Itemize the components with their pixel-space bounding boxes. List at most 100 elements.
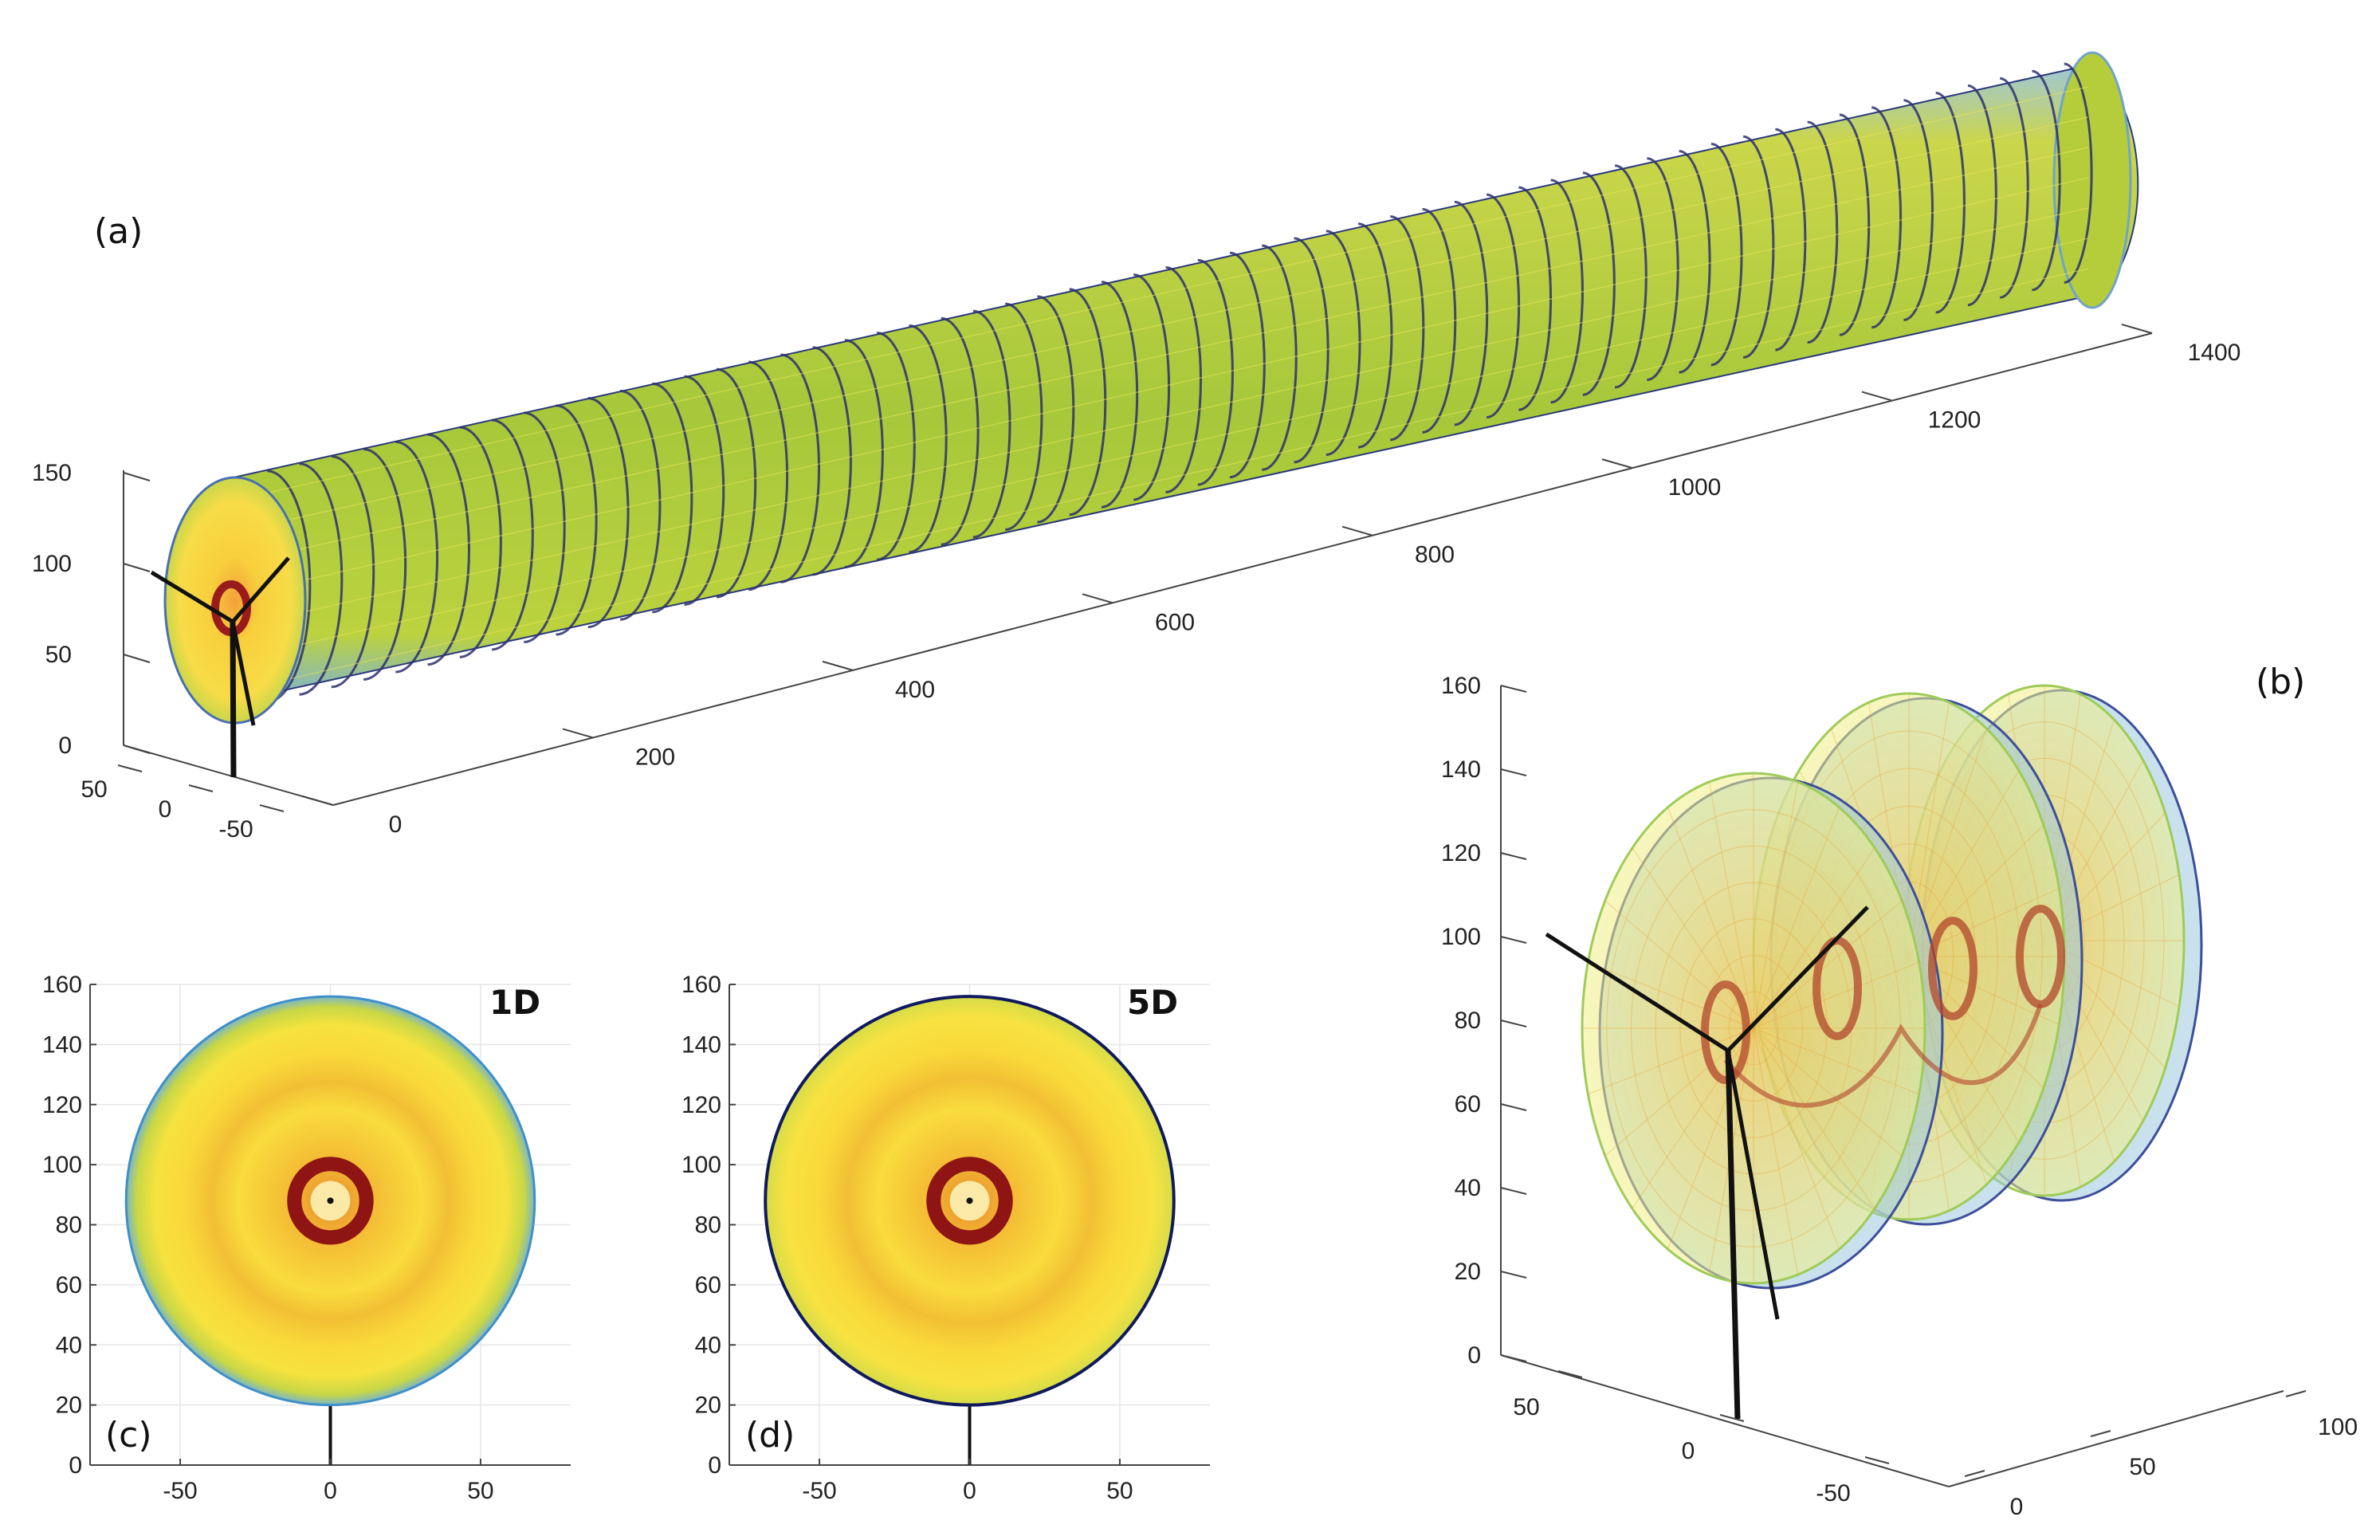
root-vortex-ring <box>926 1157 1013 1245</box>
y-tick-mark <box>117 764 143 772</box>
corner-label-1d: 1D <box>489 983 540 1022</box>
cylinder-ring <box>395 440 439 674</box>
cylinder-ring <box>1582 171 1616 396</box>
x-tick-mark <box>1861 391 1893 402</box>
panel-b-z-ticks: 0 20 40 60 80 100 120 140 160 <box>1441 673 1527 1369</box>
x-tick-label: 1200 <box>1928 407 1981 434</box>
x-tick-mark <box>2285 1390 2307 1397</box>
disc-grid-line <box>1604 900 1754 1029</box>
cylinder-ring <box>620 390 662 621</box>
y-tick-label: 160 <box>42 972 82 998</box>
panel-d: 0 20 40 60 80 100 120 140 160 -50 0 50 (d) 5D <box>681 972 1210 1504</box>
disc-face <box>1581 772 1926 1285</box>
blade-line <box>1545 932 1730 1053</box>
y-tick-label: 0 <box>159 796 172 823</box>
y-tick-label: 100 <box>681 1152 721 1178</box>
y-tick-label: 80 <box>695 1212 721 1239</box>
cylinder-ring <box>1615 164 1648 389</box>
disc-grid-line <box>1588 961 1754 1029</box>
tower-line <box>230 621 237 778</box>
cylinder-ring <box>459 426 502 658</box>
z-tick-label: 80 <box>1455 1008 1481 1034</box>
x-tick-label: 800 <box>1415 542 1455 568</box>
panel-b-discs <box>1545 684 2203 1420</box>
y-tick-label: 0 <box>1682 1438 1695 1464</box>
y-tick-label: 140 <box>42 1031 82 1058</box>
y-tick-mark <box>188 784 214 792</box>
panel-c-plot: 0 20 40 60 80 100 120 140 160 -50 0 50 <box>42 972 571 1504</box>
x-tick-mark <box>302 796 334 806</box>
y-tick-mark <box>1719 1414 1745 1422</box>
z-tick-label: 60 <box>1455 1091 1481 1118</box>
cylinder-ring <box>1967 84 1997 307</box>
cylinder-grid-line <box>242 238 2089 658</box>
y-tick-label: 60 <box>695 1272 721 1298</box>
cylinder-ring <box>1358 222 1393 449</box>
y-tick-label: -50 <box>218 816 253 843</box>
z-tick-label: 160 <box>1441 673 1481 699</box>
x-tick-mark <box>2121 324 2153 334</box>
cylinder-ring <box>844 339 884 568</box>
disc-grid-line <box>1753 961 1919 1029</box>
cylinder-ring <box>1743 135 1775 359</box>
cylinder-ring <box>1069 288 1107 517</box>
x-tick-label: 50 <box>2129 1454 2155 1480</box>
cylinder-ring <box>652 382 693 614</box>
x-tick-label: 1400 <box>2188 340 2241 366</box>
disc-grid-line <box>1708 781 1754 1029</box>
z-tick-mark <box>123 744 151 754</box>
cylinder-ring <box>1037 295 1075 524</box>
cylinder-ring <box>1197 258 1234 486</box>
cylinder-ring <box>2032 69 2061 292</box>
disc-grid-line <box>1632 847 1754 1029</box>
cylinder-grid-line <box>242 116 2089 531</box>
cylinder-ring <box>331 455 375 689</box>
y-tick-label: 120 <box>42 1092 82 1118</box>
y-axis-line <box>1500 1354 1950 1487</box>
x-tick-mark <box>822 660 854 671</box>
panel-label-d: (d) <box>745 1415 795 1456</box>
cylinder-ring <box>2000 77 2029 299</box>
panel-c: 0 20 40 60 80 100 120 140 160 -50 0 50 (c) 1D <box>42 972 571 1504</box>
z-tick-label: 140 <box>1441 756 1481 783</box>
x-tick-label: 400 <box>895 677 935 703</box>
corner-label-5d: 5D <box>1127 983 1178 1022</box>
z-tick-label: 100 <box>1441 924 1481 950</box>
disc-grid-line <box>1753 1027 1919 1095</box>
cylinder-ring <box>1679 150 1711 374</box>
x-axis-line <box>1948 1390 2284 1487</box>
x-tick-mark <box>2090 1430 2111 1437</box>
cylinder-ring <box>1101 281 1139 509</box>
x-tick-label: 0 <box>963 1478 976 1504</box>
cylinder-ring <box>556 404 598 636</box>
cylinder-ring <box>748 360 789 591</box>
cylinder-grid-line <box>242 207 2089 627</box>
panel-a-y-ticks: 50 0 -50 <box>81 764 285 843</box>
y-axis-line <box>123 744 334 806</box>
panel-b: (b) 0 50 100 50 0 -50 0 20 40 60 80 100 120 140 160 <box>1441 662 2358 1520</box>
panel-b-x-ticks: 0 50 100 <box>1964 1390 2358 1520</box>
disc-grid-ring <box>1728 991 1779 1066</box>
x-tick-label: 50 <box>1106 1478 1133 1504</box>
blade-line <box>150 570 234 624</box>
cylinder-ring <box>524 411 566 643</box>
cylinder-ring <box>684 375 725 606</box>
disc-grid-line <box>1588 1027 1754 1095</box>
blade-line <box>1726 1050 1780 1320</box>
cylinder-ring <box>363 448 407 681</box>
z-tick-mark <box>1500 852 1527 860</box>
x-tick-label: -50 <box>163 1478 197 1504</box>
cylinder-ring <box>2064 62 2093 284</box>
y-tick-label: 50 <box>81 776 107 803</box>
panel-b-y-ticks: 50 0 -50 <box>1513 1370 1890 1507</box>
helical-wake <box>1723 1004 2043 1108</box>
cylinder-ring <box>1775 128 1807 352</box>
y-tick-label: 0 <box>69 1452 82 1479</box>
hub-marker <box>327 1197 334 1204</box>
cylinder-grid-line <box>242 177 2089 595</box>
cylinder-ring <box>716 367 757 599</box>
z-tick-label: 120 <box>1441 840 1481 866</box>
cylinder-ring <box>587 397 630 629</box>
panel-a-x-ticks: 0 200 400 600 800 1000 1200 1400 <box>302 324 2241 838</box>
z-tick-mark <box>1500 1354 1527 1362</box>
